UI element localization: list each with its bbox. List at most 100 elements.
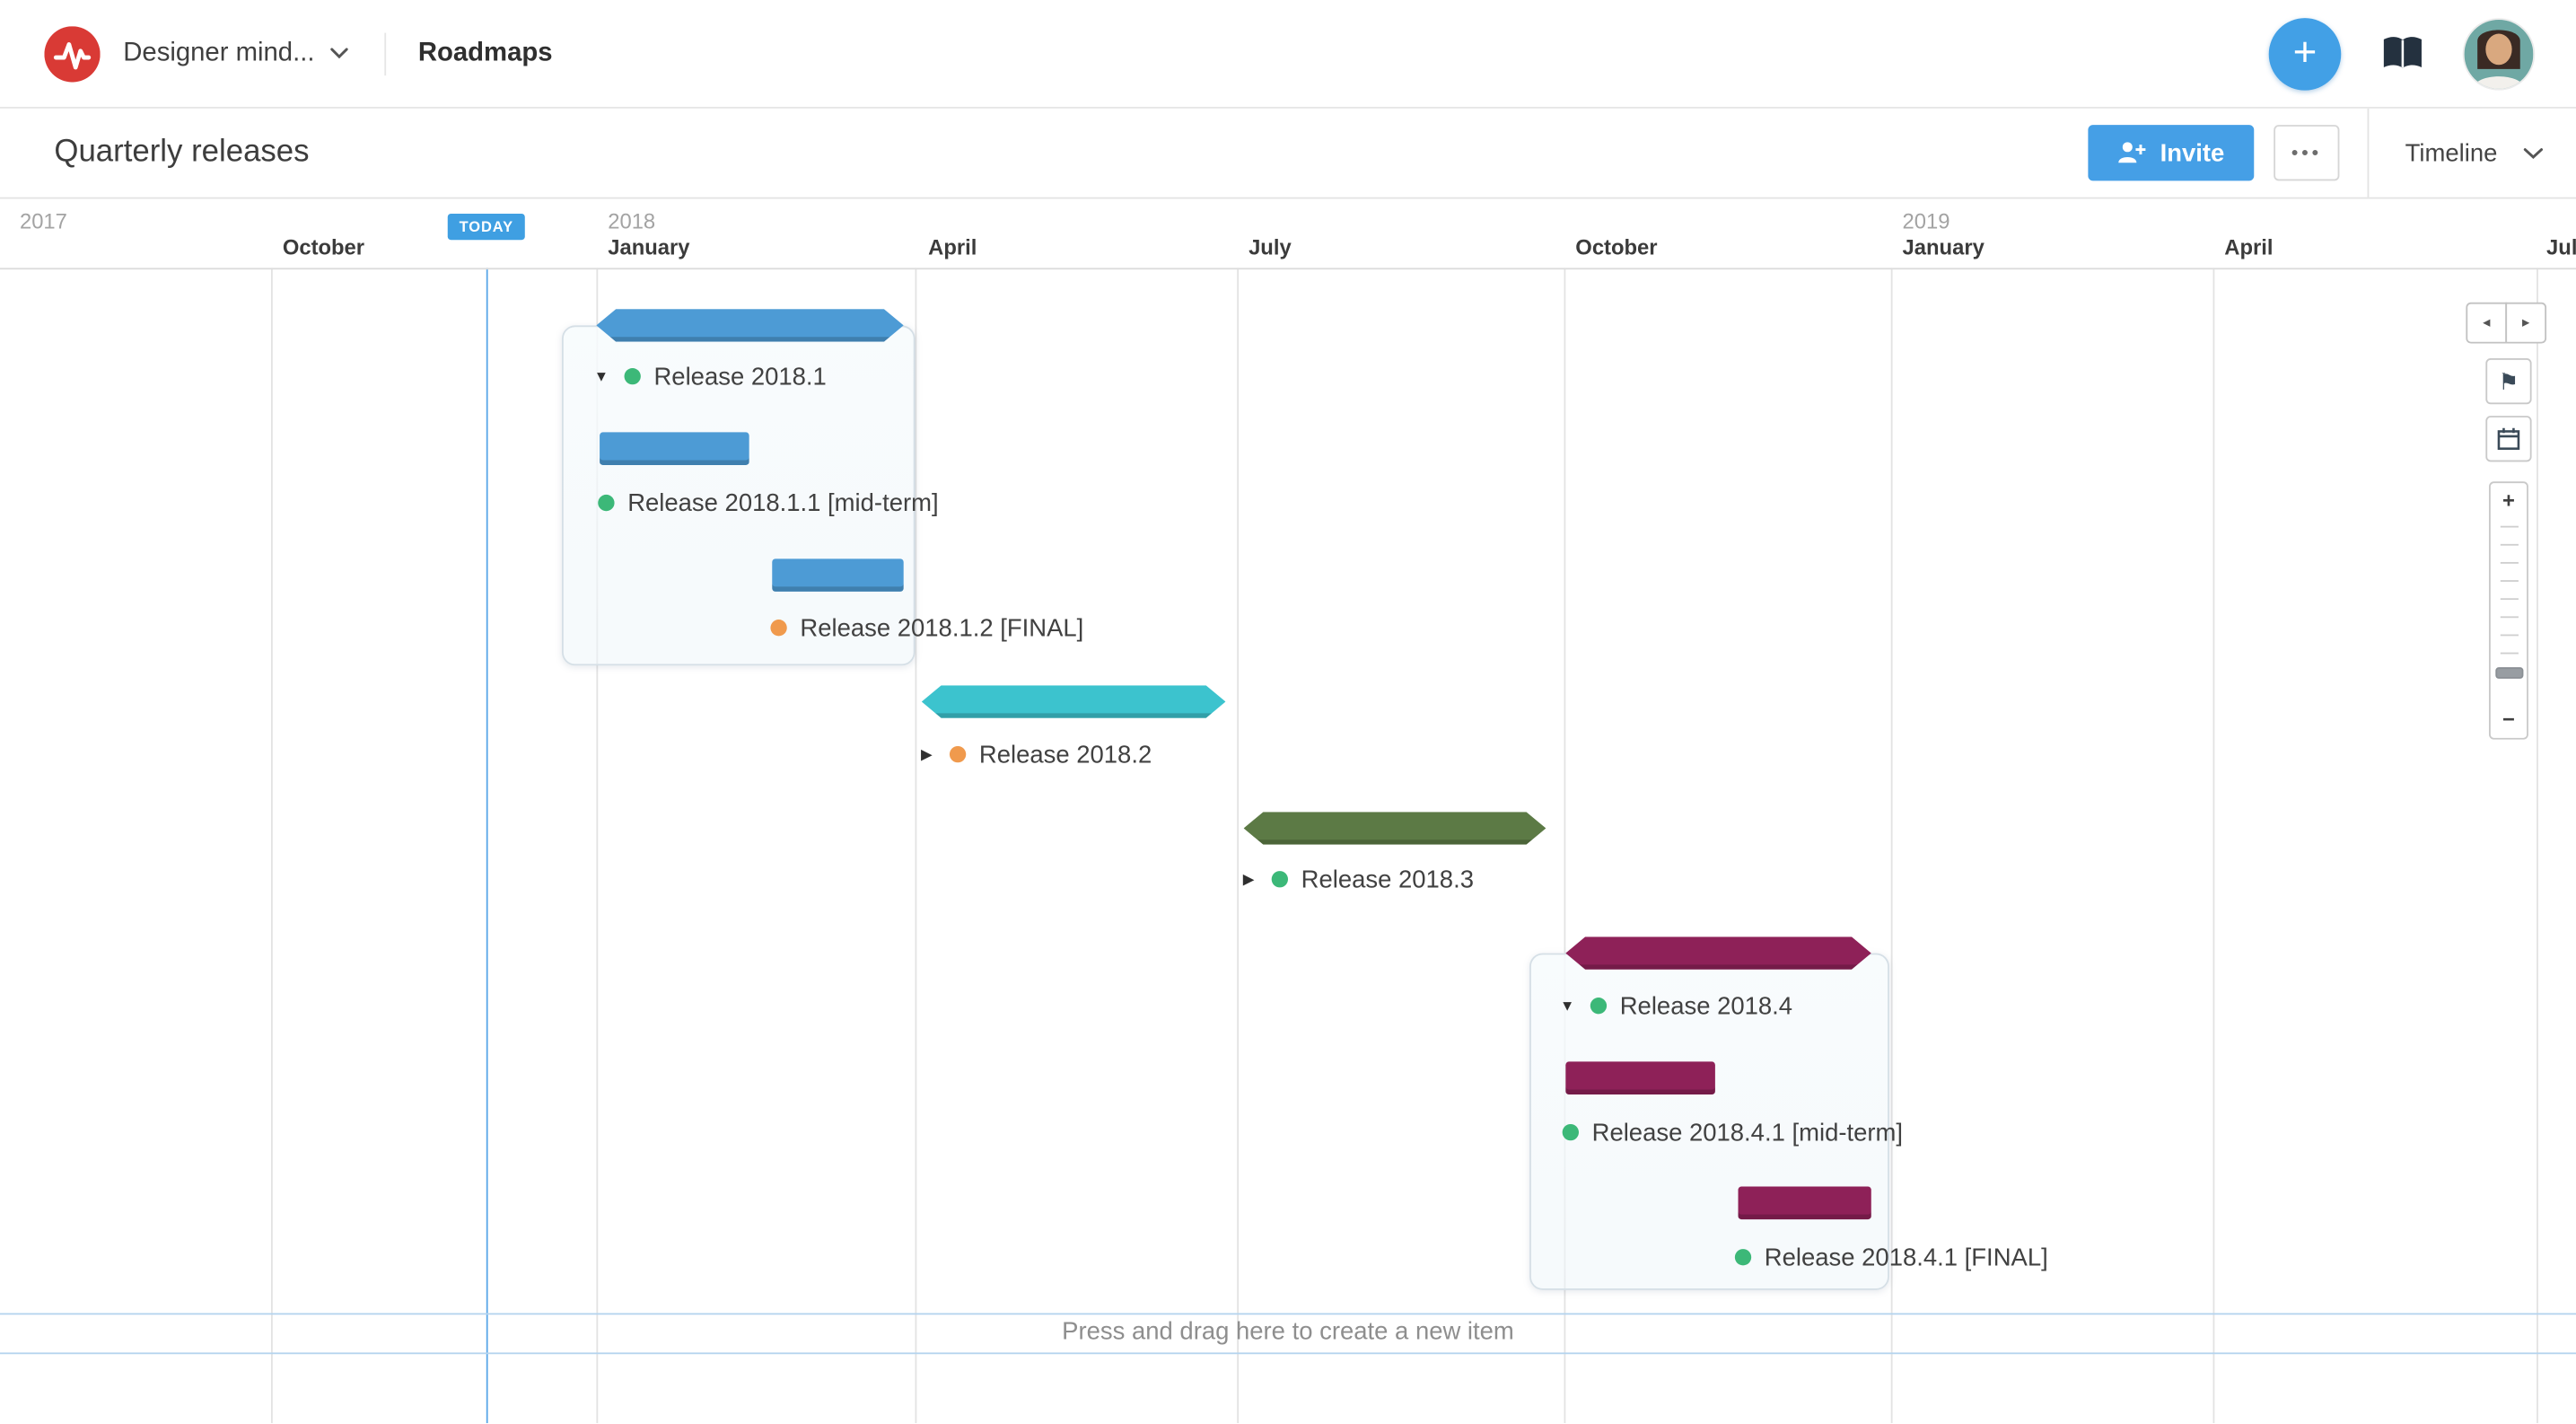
item-label: Release 2018.4.1 [FINAL]	[1764, 1243, 2048, 1271]
timeline-column-jul-2018: July	[1249, 210, 1292, 259]
gantt-bar-release-2018-4-1-mid[interactable]	[1565, 1061, 1715, 1095]
month-gridline	[271, 268, 273, 1424]
toolbar-actions: Invite ••• Timeline	[2088, 108, 2576, 198]
view-selector[interactable]: Timeline	[2367, 108, 2576, 198]
gantt-bar-release-2018-1[interactable]	[596, 309, 903, 342]
year-label	[283, 210, 364, 233]
item-label: Release 2018.4	[1619, 991, 1793, 1020]
timeline-column-apr-2019: April	[2224, 210, 2273, 259]
zoom-tick	[2500, 634, 2519, 637]
month-label: October	[282, 234, 365, 260]
page-title: Roadmaps	[417, 39, 553, 67]
workspace-name[interactable]: Designer mind...	[123, 39, 315, 67]
timeline-column-apr-2018: April	[928, 210, 977, 259]
gantt-item-release-2018-1[interactable]: ▼ Release 2018.1	[591, 362, 827, 391]
month-gridline	[1890, 268, 1893, 1424]
zoom-tick	[2500, 580, 2519, 582]
roadmap-toolbar: Quarterly releases Invite ••• Timeline	[0, 108, 2576, 199]
zoom-tick	[2500, 652, 2519, 655]
milestones-flag-button[interactable]: ⚑	[2485, 358, 2532, 405]
status-dot-icon	[598, 494, 615, 512]
app-logo-icon[interactable]	[44, 25, 101, 82]
workspace-chevron-down-icon[interactable]	[329, 48, 347, 59]
gantt-item-release-2018-4-1-mid[interactable]: Release 2018.4.1 [mid-term]	[1562, 1118, 1904, 1147]
gantt-bar-release-2018-1-1[interactable]	[600, 432, 749, 465]
gantt-bar-release-2018-4-1-final[interactable]	[1738, 1186, 1871, 1220]
gantt-item-release-2018-3[interactable]: ▶ Release 2018.3	[1239, 865, 1474, 894]
year-label: 2017	[19, 208, 67, 233]
create-strip-bottom-line	[0, 1352, 2576, 1355]
item-label: Release 2018.1.1 [mid-term]	[627, 488, 939, 517]
month-label: January	[608, 234, 690, 260]
zoom-slider-handle[interactable]	[2495, 667, 2524, 679]
calendar-icon	[2497, 427, 2520, 450]
year-label	[2224, 210, 2273, 233]
gantt-bar-release-2018-4[interactable]	[1565, 936, 1871, 970]
timeline-column-2017: 2017	[19, 208, 67, 234]
collapse-caret-icon[interactable]: ▼	[1559, 998, 1575, 1015]
month-gridline	[1564, 268, 1566, 1424]
timeline-column-oct-2017: October	[283, 210, 364, 259]
header-divider	[383, 31, 386, 75]
gantt-bar-release-2018-1-2[interactable]	[772, 558, 904, 592]
status-dot-icon	[770, 620, 787, 637]
gantt-item-release-2018-4-1-final[interactable]: Release 2018.4.1 [FINAL]	[1734, 1243, 2048, 1272]
gantt-item-release-2018-1-2[interactable]: Release 2018.1.2 [FINAL]	[770, 613, 1083, 643]
add-button[interactable]: +	[2268, 17, 2342, 90]
view-selector-label: Timeline	[2405, 138, 2498, 167]
scroll-right-button[interactable]: ▸	[2505, 302, 2547, 344]
year-label: 2019	[1902, 208, 1950, 233]
month-label: July	[1249, 234, 1292, 260]
person-add-icon	[2117, 142, 2146, 163]
library-book-icon[interactable]	[2380, 34, 2424, 72]
status-dot-icon	[1734, 1249, 1752, 1266]
year-label	[2546, 210, 2576, 233]
year-label	[1575, 210, 1657, 233]
gantt-bar-release-2018-2[interactable]	[922, 685, 1226, 718]
status-dot-icon	[1590, 998, 1608, 1015]
timeline-pager: ◂ ▸	[2466, 302, 2547, 344]
gantt-bar-release-2018-3[interactable]	[1244, 812, 1546, 845]
invite-button[interactable]: Invite	[2088, 125, 2255, 181]
gantt-item-release-2018-1-1[interactable]: Release 2018.1.1 [mid-term]	[598, 488, 939, 518]
timeline-header-rule	[0, 268, 2576, 270]
group-box-release-2018-1	[561, 325, 916, 666]
status-dot-icon	[949, 745, 967, 763]
item-label: Release 2018.4.1 [mid-term]	[1591, 1118, 1904, 1147]
expand-caret-icon[interactable]: ▶	[920, 745, 933, 762]
roadmap-title: Quarterly releases	[54, 135, 310, 170]
status-dot-icon	[624, 367, 641, 385]
scroll-left-button[interactable]: ◂	[2466, 302, 2508, 344]
zoom-out-button[interactable]: −	[2502, 707, 2515, 732]
month-gridline	[2212, 268, 2215, 1424]
zoom-tick	[2500, 543, 2519, 546]
status-dot-icon	[1271, 871, 1288, 888]
month-label: April	[2224, 234, 2274, 260]
year-label	[1249, 210, 1292, 233]
item-label: Release 2018.2	[978, 740, 1152, 769]
today-badge: TODAY	[447, 213, 525, 241]
create-strip-top-line	[0, 1313, 2576, 1315]
create-item-strip[interactable]: Press and drag here to create a new item	[1062, 1317, 1514, 1347]
month-label: October	[1575, 234, 1658, 260]
invite-button-label: Invite	[2160, 138, 2225, 167]
more-options-button[interactable]: •••	[2274, 125, 2340, 181]
expand-caret-icon[interactable]: ▶	[1242, 870, 1255, 887]
month-gridline	[915, 268, 917, 1424]
item-label: Release 2018.1	[653, 362, 827, 391]
gantt-item-release-2018-4[interactable]: ▼ Release 2018.4	[1557, 991, 1792, 1021]
zoom-tick	[2500, 561, 2519, 564]
zoom-in-button[interactable]: +	[2502, 488, 2515, 514]
zoom-tick	[2500, 598, 2519, 601]
collapse-caret-icon[interactable]: ▼	[593, 367, 609, 385]
today-line	[486, 238, 488, 1424]
view-chevron-down-icon	[2523, 147, 2544, 159]
calendar-button[interactable]	[2485, 416, 2532, 462]
timeline-column-jan-2019: 2019 January	[1902, 208, 1985, 259]
gantt-item-release-2018-2[interactable]: ▶ Release 2018.2	[916, 740, 1152, 769]
timeline-header: 2017 October 2018 January April July Oct…	[0, 198, 2576, 270]
user-avatar[interactable]	[2464, 19, 2534, 88]
timeline-column-jul-2019: July	[2546, 210, 2576, 259]
timeline-column-oct-2018: October	[1575, 210, 1657, 259]
